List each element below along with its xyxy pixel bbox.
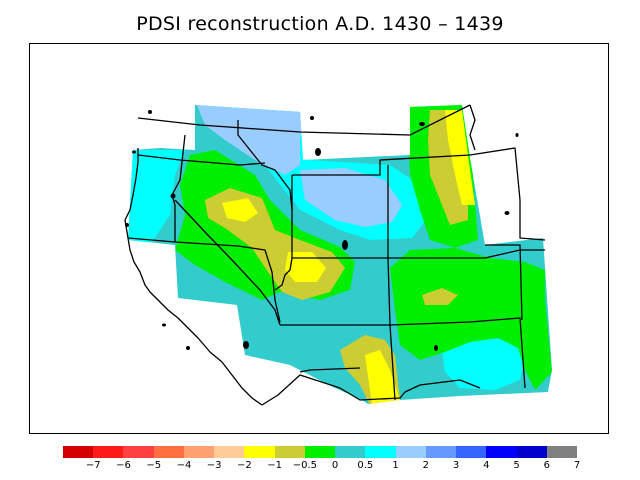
- legend-tick-label: −4: [176, 460, 192, 471]
- lake-8: [504, 211, 510, 215]
- lake-4: [310, 116, 314, 120]
- lake-10: [434, 345, 438, 351]
- border-ut-nv: [237, 245, 281, 323]
- legend-swatch: [516, 446, 547, 458]
- legend-tick-label: 7: [573, 460, 581, 471]
- border-wa-or: [137, 154, 266, 166]
- legend-swatch: [123, 446, 154, 458]
- water-features: [125, 110, 519, 351]
- field-verydry-south: [365, 350, 400, 404]
- border-id-mt: [237, 120, 293, 211]
- legend-tick-label: 2: [422, 460, 429, 471]
- legend-colorbar: [63, 446, 577, 458]
- legend-swatch: [63, 446, 94, 458]
- legend-tick-label: 0: [331, 460, 339, 471]
- legend-swatch: [274, 446, 305, 458]
- border-mexico: [261, 374, 481, 406]
- border-canada: [137, 104, 471, 136]
- lake-11: [243, 341, 249, 349]
- lake-6: [342, 240, 348, 250]
- legend-swatch: [183, 446, 215, 458]
- border-ca-nv-diag: [174, 199, 281, 326]
- border-az-nm: [299, 367, 361, 373]
- lake-1: [148, 110, 152, 114]
- legend-swatch: [214, 446, 245, 458]
- legend-swatch: [425, 446, 457, 458]
- legend-swatch: [395, 446, 426, 458]
- legend-tick-label: −0.5: [292, 460, 318, 471]
- legend-ticks: −7 −6 −5 −4 −3 −2 −1 −0.5 0 0.5 1 2 3 4 5 6 7: [63, 460, 581, 474]
- border-mt-wy: [292, 154, 471, 176]
- field-very-wet-east: [300, 168, 402, 227]
- legend-tick-label: 5: [513, 460, 520, 471]
- legend-tick-label: −6: [116, 460, 131, 471]
- legend-tick-label: −7: [85, 460, 101, 471]
- field-verydry-northeast: [445, 110, 475, 205]
- legend-tick-label: 4: [483, 460, 490, 471]
- legend-swatch: [304, 446, 336, 458]
- border-nm-east: [389, 317, 526, 389]
- field-verydry-central: [285, 252, 326, 282]
- legend-swatch: [335, 446, 366, 458]
- legend-tick-label: 1: [392, 460, 399, 471]
- legend-tick-label: 0.5: [357, 460, 374, 471]
- legend-swatch: [365, 446, 396, 458]
- legend-swatch: [486, 446, 517, 458]
- lake-7: [419, 122, 425, 126]
- field-very-wet-north: [195, 105, 305, 175]
- legend-swatch: [546, 446, 577, 458]
- border-wy: [291, 165, 389, 259]
- legend-swatch: [93, 446, 124, 458]
- legend-tick-label: 6: [543, 460, 550, 471]
- lake-2: [132, 150, 136, 154]
- legend-swatch: [153, 446, 184, 458]
- legend-tick-label: −5: [146, 460, 162, 471]
- legend-tick-label: −3: [206, 460, 222, 471]
- legend-tick-label: −2: [237, 460, 252, 471]
- field-wet-southeast: [442, 338, 525, 390]
- field-moddry-southeast: [422, 288, 458, 305]
- lake-12: [186, 346, 190, 350]
- border-ks: [485, 244, 523, 321]
- lake-14: [125, 223, 129, 227]
- border-four-corners: [274, 257, 293, 291]
- pdsi-field: [128, 105, 552, 404]
- border-nd-sd: [469, 104, 476, 151]
- field-verydry-west: [222, 198, 258, 222]
- lake-3: [170, 193, 176, 199]
- border-co-east: [388, 249, 545, 259]
- border-ne: [469, 147, 546, 241]
- map-title: PDSI reconstruction A.D. 1430 – 1439: [136, 13, 504, 35]
- lake-9: [515, 133, 519, 137]
- legend-tick-label: −1: [267, 460, 283, 471]
- legend-swatch: [244, 446, 275, 458]
- lake-5: [315, 148, 321, 156]
- coastline: [124, 148, 263, 406]
- lake-13: [162, 323, 166, 327]
- legend-tick-label: 3: [452, 460, 460, 471]
- field-dry-southeast: [390, 248, 552, 390]
- legend-swatch: [456, 446, 487, 458]
- boundary-lines: [124, 104, 546, 406]
